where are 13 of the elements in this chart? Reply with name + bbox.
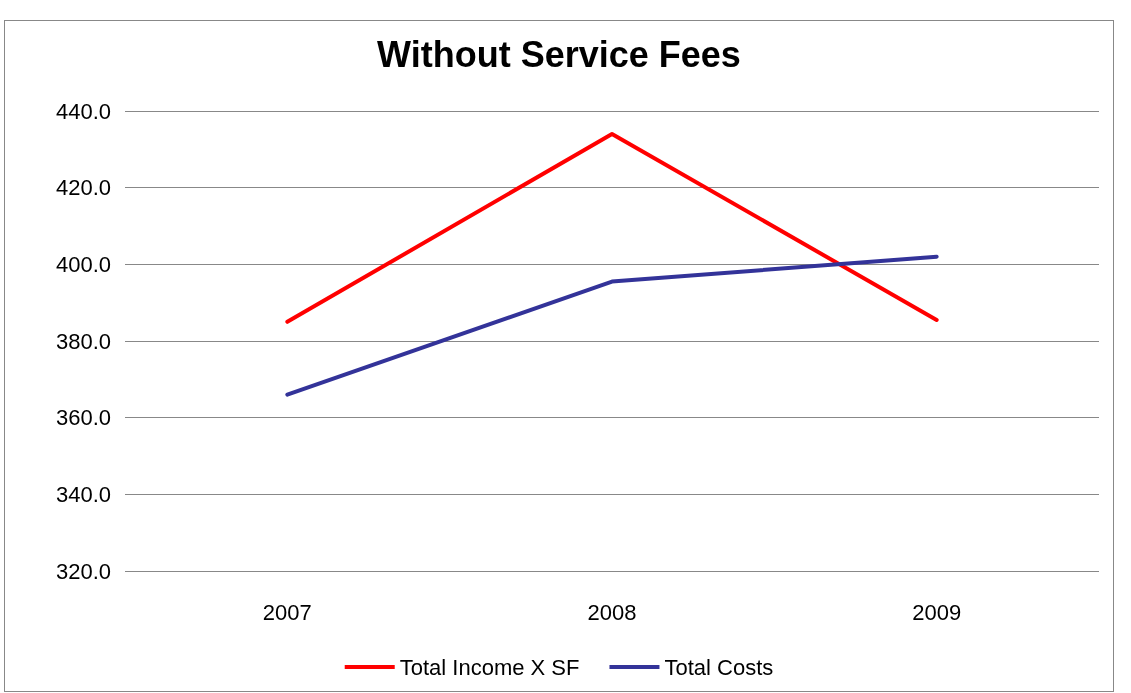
legend-label: Total Costs (664, 654, 774, 680)
y-tick-label: 320.0 (55, 558, 111, 584)
x-tick-label: 2008 (587, 599, 637, 625)
chart-title: Without Service Fees (377, 33, 741, 75)
y-tick-label: 380.0 (55, 328, 111, 354)
y-tick-label: 340.0 (55, 481, 111, 507)
x-tick-label: 2007 (262, 599, 312, 625)
x-tick-label: 2009 (912, 599, 962, 625)
y-tick-label: 440.0 (55, 98, 111, 124)
y-tick-label: 400.0 (55, 251, 111, 277)
legend-label: Total Income X SF (399, 654, 580, 680)
y-tick-label: 420.0 (55, 175, 111, 201)
y-tick-label: 360.0 (55, 405, 111, 431)
